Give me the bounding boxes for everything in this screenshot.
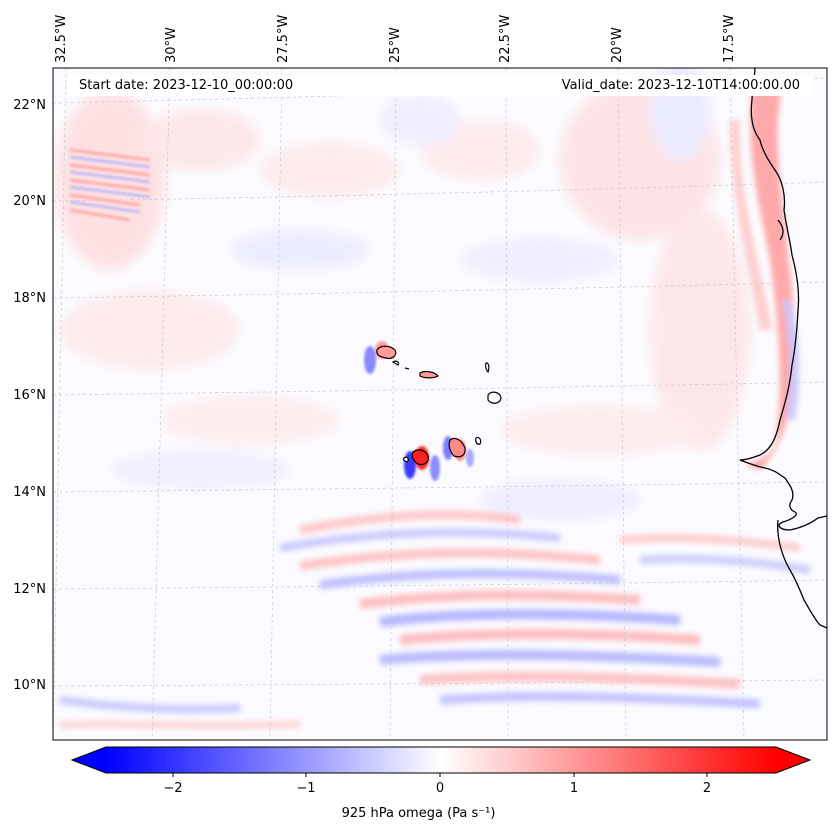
colorbar-tick-label: 2 [702, 781, 712, 796]
lat-label: 10°N [13, 678, 46, 693]
lat-label: 16°N [13, 388, 46, 403]
map-frame [52, 67, 828, 741]
colorbar-tick-label: 0 [435, 781, 445, 796]
header-strip [68, 75, 812, 96]
colorbar [70, 746, 812, 777]
lon-label: 32.5°W [54, 14, 69, 63]
lon-label: 20°W [610, 27, 625, 63]
colorbar-tick-label: −2 [163, 781, 183, 796]
lat-label: 12°N [13, 582, 46, 597]
lon-label: 22.5°W [498, 14, 513, 63]
lon-label: 25°W [388, 27, 403, 63]
lat-label: 18°N [13, 291, 46, 306]
omega-field [53, 68, 827, 740]
colorbar-tick-label: 1 [569, 781, 579, 796]
west-africa-coastline [739, 68, 827, 629]
graticule [53, 68, 827, 740]
start-date-label: Start date: 2023-12-10_00:00:00 [79, 78, 294, 93]
lon-label: 27.5°W [276, 14, 291, 63]
colorbar-label: 925 hPa omega (Pa s⁻¹) [341, 806, 496, 821]
colorbar-tick-label: −1 [296, 781, 316, 796]
lon-label: 30°W [164, 27, 179, 63]
cape-verde-islands [376, 345, 502, 466]
lat-label: 22°N [13, 98, 46, 113]
lon-label: 17.5°W [722, 14, 737, 63]
lat-label: 20°N [13, 194, 46, 209]
lat-label: 14°N [13, 485, 46, 500]
valid-date-label: Valid_date: 2023-12-10T14:00:00.00 [561, 78, 800, 93]
